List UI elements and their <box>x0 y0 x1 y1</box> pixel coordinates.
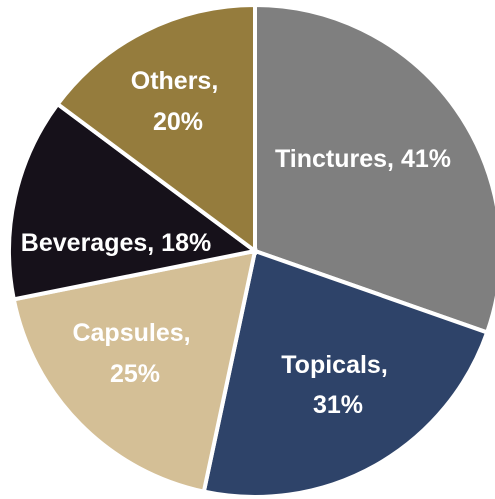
slice-capsules <box>11 248 258 494</box>
label-topicals-line2: 31% <box>313 391 363 419</box>
label-capsules-line2: 25% <box>110 360 160 388</box>
slice-tinctures <box>253 2 495 335</box>
slice-topicals <box>201 248 490 499</box>
pie-labels: Tinctures, 41% Topicals, 31% Capsules, 2… <box>21 67 451 419</box>
label-beverages: Beverages, 18% <box>21 229 211 257</box>
label-capsules: Capsules, 25% <box>72 319 197 388</box>
label-topicals-line1: Topicals, <box>281 351 388 379</box>
label-others: Others, 20% <box>131 67 225 136</box>
pie-slices <box>7 2 495 499</box>
label-capsules-line1: Capsules, <box>72 319 190 347</box>
slice-others <box>54 2 257 255</box>
label-topicals: Topicals, 31% <box>281 351 394 419</box>
label-others-line1: Others, <box>131 67 219 95</box>
label-tinctures: Tinctures, 41% <box>275 145 451 173</box>
slice-beverages <box>7 101 260 302</box>
label-others-line2: 20% <box>153 108 203 136</box>
